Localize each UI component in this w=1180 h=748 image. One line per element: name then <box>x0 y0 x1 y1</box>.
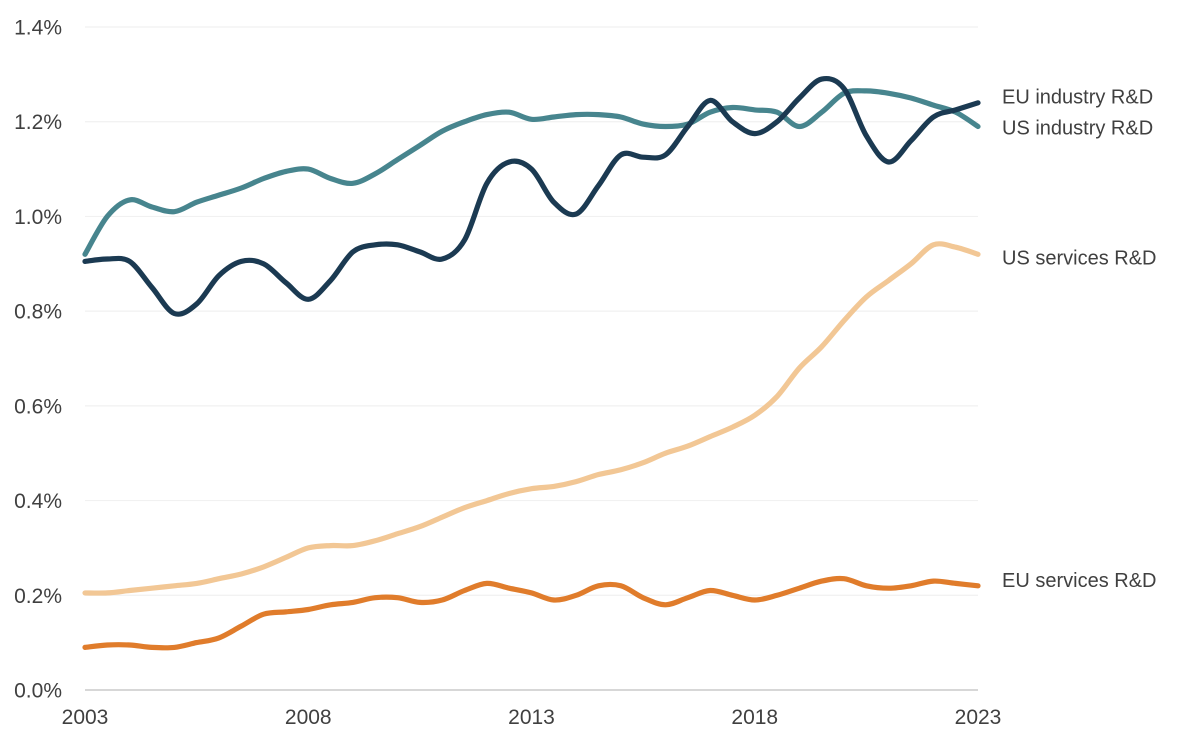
series-lines-layer <box>82 75 981 651</box>
series-label-us-services-r-d: US services R&D <box>1002 248 1156 270</box>
series-line-eu-services-r-d <box>82 575 981 651</box>
series-label-eu-industry-r-d: EU industry R&D <box>1002 87 1153 109</box>
x-tick-label: 2003 <box>62 706 109 729</box>
y-tick-label: 1.2% <box>14 111 62 134</box>
series-line-us-industry-r-d <box>82 75 981 317</box>
x-tick-label: 2023 <box>955 706 1002 729</box>
series-line-us-services-r-d <box>82 241 981 596</box>
series-label-us-industry-r-d: US industry R&D <box>1002 117 1153 139</box>
x-tick-label: 2013 <box>508 706 555 729</box>
x-tick-label: 2008 <box>285 706 332 729</box>
y-axis-tick-labels: 0.0% 0.2% 0.4% 0.6% 0.8% 1.0% 1.2% 1.4% <box>14 17 62 703</box>
series-line-eu-industry-r-d <box>82 88 981 257</box>
y-tick-label: 0.0% <box>14 680 62 703</box>
x-tick-label: 2018 <box>731 706 778 729</box>
y-tick-label: 0.8% <box>14 301 62 324</box>
x-axis-tick-labels: 2003 2008 2013 2018 2023 <box>62 706 1002 729</box>
y-tick-label: 1.0% <box>14 206 62 229</box>
y-tick-label: 0.4% <box>14 490 62 513</box>
y-tick-label: 0.2% <box>14 585 62 608</box>
y-tick-label: 1.4% <box>14 17 62 40</box>
y-tick-label: 0.6% <box>14 395 62 418</box>
gridlines-layer <box>85 26 978 691</box>
series-label-eu-services-r-d: EU services R&D <box>1002 570 1156 592</box>
series-end-labels: EU industry R&D US industry R&D US service… <box>1002 87 1156 593</box>
